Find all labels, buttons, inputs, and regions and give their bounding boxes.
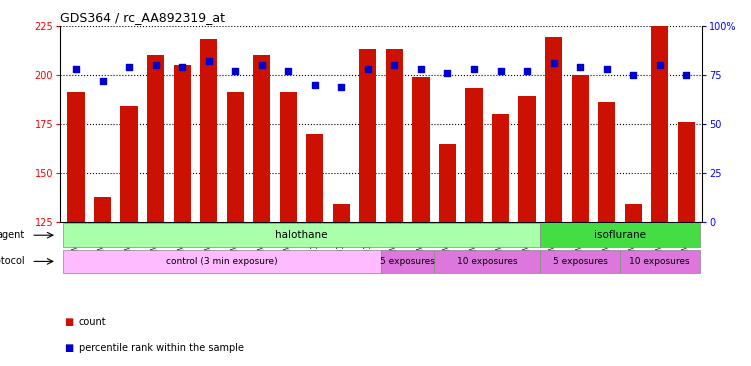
Point [70,66,82,72]
Text: protocol: protocol [0,257,25,266]
Text: 10 exposures: 10 exposures [629,257,690,266]
FancyBboxPatch shape [540,223,699,247]
Point [653,62,665,68]
FancyBboxPatch shape [381,250,434,273]
Text: percentile rank within the sample: percentile rank within the sample [79,343,244,353]
Bar [68,93,85,222]
Text: control (3 min exposure): control (3 min exposure) [166,257,278,266]
Point [149,62,161,68]
Bar [306,134,324,222]
Text: halothane: halothane [276,230,327,240]
Bar [173,65,191,222]
Point [123,64,135,70]
Bar [518,96,535,222]
FancyBboxPatch shape [63,250,381,273]
Bar [120,106,137,222]
Bar [466,89,483,222]
Bar [279,93,297,222]
Point [415,66,427,72]
Bar [253,55,270,222]
Point [362,66,374,72]
Point [388,62,400,68]
Bar [651,26,668,222]
FancyBboxPatch shape [63,223,540,247]
Bar [598,102,615,222]
Text: ■: ■ [64,317,73,327]
Point [336,83,348,89]
Point [256,62,268,68]
Text: 10 exposures: 10 exposures [457,257,517,266]
Text: 5 exposures: 5 exposures [380,257,435,266]
Point [521,68,533,74]
Point [574,64,586,70]
FancyBboxPatch shape [434,250,540,273]
FancyBboxPatch shape [620,250,699,273]
Text: count: count [79,317,107,327]
FancyBboxPatch shape [540,250,620,273]
Point [203,58,215,64]
Text: isoflurane: isoflurane [594,230,646,240]
Point [442,70,454,76]
Bar [412,77,430,222]
Point [282,68,294,74]
Bar [147,55,164,222]
Bar [200,40,217,222]
Text: 5 exposures: 5 exposures [553,257,608,266]
Bar [94,197,111,222]
Point [229,68,241,74]
Text: agent: agent [0,230,25,240]
Bar [545,37,562,222]
Bar [386,49,403,222]
Text: GDS364 / rc_AA892319_at: GDS364 / rc_AA892319_at [60,11,225,25]
Bar [625,205,642,222]
Point [627,72,639,78]
Point [468,66,480,72]
Point [176,64,189,70]
Bar [572,75,589,222]
Bar [439,143,456,222]
Point [309,82,321,87]
Text: ■: ■ [64,343,73,353]
Point [680,72,692,78]
Bar [359,49,376,222]
Bar [492,114,509,222]
Point [547,60,559,66]
Bar [227,93,244,222]
Point [601,66,613,72]
Point [494,68,506,74]
Point [97,78,109,83]
Bar [677,122,695,222]
Bar [333,205,350,222]
